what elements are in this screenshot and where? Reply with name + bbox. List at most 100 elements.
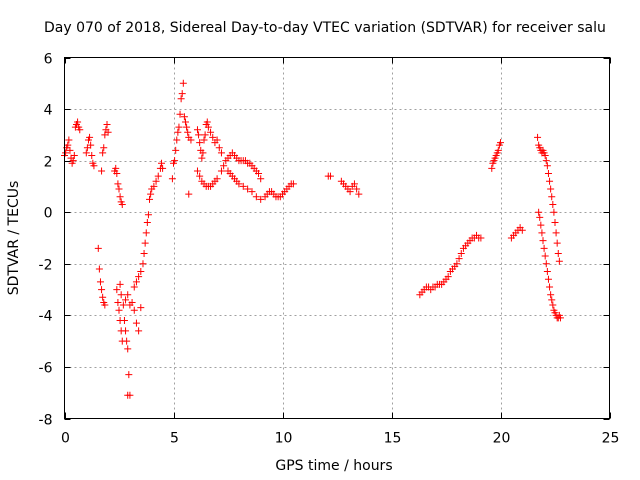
data-point-marker bbox=[143, 219, 151, 227]
data-point-marker bbox=[543, 268, 551, 276]
data-point-marker bbox=[542, 260, 550, 268]
data-point-marker bbox=[544, 275, 552, 283]
data-point-marker bbox=[207, 128, 215, 136]
chart-title: Day 070 of 2018, Sidereal Day-to-day VTE… bbox=[44, 20, 606, 36]
x-axis-label: GPS time / hours bbox=[275, 458, 392, 474]
y-tick-label: 2 bbox=[44, 155, 53, 171]
data-point-marker bbox=[74, 118, 82, 126]
data-point-marker bbox=[181, 118, 189, 126]
data-point-marker bbox=[204, 123, 212, 131]
data-point-marker bbox=[239, 182, 247, 190]
data-point-marker bbox=[69, 157, 77, 165]
data-point-marker bbox=[113, 286, 121, 294]
data-point-marker bbox=[103, 121, 111, 129]
y-tick-labels: -8 -6 -4 -2 0 2 4 6 bbox=[39, 52, 53, 429]
data-point-marker bbox=[488, 164, 496, 172]
data-point-marker bbox=[152, 177, 160, 185]
data-point-marker bbox=[172, 146, 180, 154]
data-point-marker bbox=[139, 260, 147, 268]
data-point-marker bbox=[200, 136, 208, 144]
data-point-marker bbox=[122, 327, 130, 335]
data-point-marker bbox=[539, 237, 547, 245]
data-point-marker bbox=[96, 278, 104, 286]
data-point-marker bbox=[235, 180, 243, 188]
data-point-marker bbox=[198, 154, 206, 162]
data-point-marker bbox=[124, 345, 132, 353]
data-point-marker bbox=[553, 239, 561, 247]
data-point-marker bbox=[217, 149, 225, 157]
data-point-marker bbox=[536, 213, 544, 221]
data-point-marker bbox=[201, 131, 209, 139]
data-point-marker bbox=[537, 221, 545, 229]
data-point-marker bbox=[70, 151, 78, 159]
data-point-marker bbox=[549, 200, 557, 208]
y-tick-label: 0 bbox=[44, 206, 53, 222]
data-point-marker bbox=[541, 151, 549, 159]
x-tick-label: 10 bbox=[275, 431, 293, 447]
data-point-marker bbox=[173, 136, 181, 144]
grid-lines bbox=[64, 57, 610, 419]
data-point-marker bbox=[477, 234, 485, 242]
data-point-marker bbox=[144, 211, 152, 219]
data-point-marker bbox=[497, 139, 504, 147]
data-point-marker bbox=[453, 260, 461, 268]
x-tick-label: 0 bbox=[61, 431, 70, 447]
data-point-marker bbox=[82, 149, 90, 157]
data-point-marker bbox=[257, 175, 265, 183]
data-point-marker bbox=[119, 301, 127, 309]
data-point-marker bbox=[196, 139, 204, 147]
data-point-marker bbox=[215, 144, 223, 152]
data-point-marker bbox=[94, 244, 102, 252]
data-point-marker bbox=[99, 293, 107, 301]
data-point-marker bbox=[116, 280, 124, 288]
data-point-marker bbox=[548, 193, 556, 201]
data-point-marker bbox=[541, 252, 549, 260]
data-point-marker bbox=[98, 286, 106, 294]
y-tick-label: 6 bbox=[44, 52, 53, 68]
data-point-marker bbox=[125, 371, 133, 379]
data-point-marker bbox=[115, 185, 123, 193]
y-tick-label: 4 bbox=[44, 103, 53, 119]
data-point-marker bbox=[65, 136, 73, 144]
data-point-marker bbox=[130, 283, 138, 291]
data-point-marker bbox=[168, 175, 176, 183]
data-point-marker bbox=[199, 149, 207, 157]
y-tick-label: -8 bbox=[39, 413, 53, 429]
data-point-marker bbox=[184, 128, 192, 136]
data-point-marker bbox=[104, 128, 112, 136]
data-point-marker bbox=[193, 126, 201, 134]
data-point-marker bbox=[62, 149, 70, 157]
data-point-marker bbox=[457, 249, 465, 257]
data-points bbox=[61, 79, 564, 399]
data-point-marker bbox=[64, 141, 72, 149]
data-point-marker bbox=[179, 79, 187, 87]
data-point-marker bbox=[115, 306, 123, 314]
data-point-marker bbox=[178, 90, 186, 98]
data-point-marker bbox=[171, 157, 179, 165]
x-tick-label: 20 bbox=[493, 431, 511, 447]
data-point-marker bbox=[255, 170, 263, 178]
y-tick-label: -6 bbox=[39, 361, 53, 377]
data-point-marker bbox=[552, 229, 560, 237]
data-point-marker bbox=[538, 229, 546, 237]
data-point-marker bbox=[95, 265, 103, 273]
y-tick-label: -4 bbox=[39, 309, 53, 325]
data-point-marker bbox=[112, 164, 120, 172]
plot-frame bbox=[64, 57, 610, 419]
data-point-marker bbox=[100, 144, 108, 152]
data-point-marker bbox=[220, 162, 228, 170]
data-point-marker bbox=[546, 177, 554, 185]
data-point-marker bbox=[86, 133, 94, 141]
data-point-marker bbox=[159, 164, 167, 172]
data-point-marker bbox=[353, 185, 361, 193]
data-point-marker bbox=[203, 118, 211, 126]
data-point-marker bbox=[117, 291, 125, 299]
data-point-marker bbox=[140, 249, 148, 257]
data-point-marker bbox=[193, 167, 201, 175]
data-point-marker bbox=[137, 268, 145, 276]
data-point-marker bbox=[444, 273, 452, 281]
data-point-marker bbox=[132, 319, 140, 327]
data-point-marker bbox=[350, 180, 358, 188]
axis-ticks bbox=[64, 57, 611, 420]
data-point-marker bbox=[554, 249, 562, 257]
